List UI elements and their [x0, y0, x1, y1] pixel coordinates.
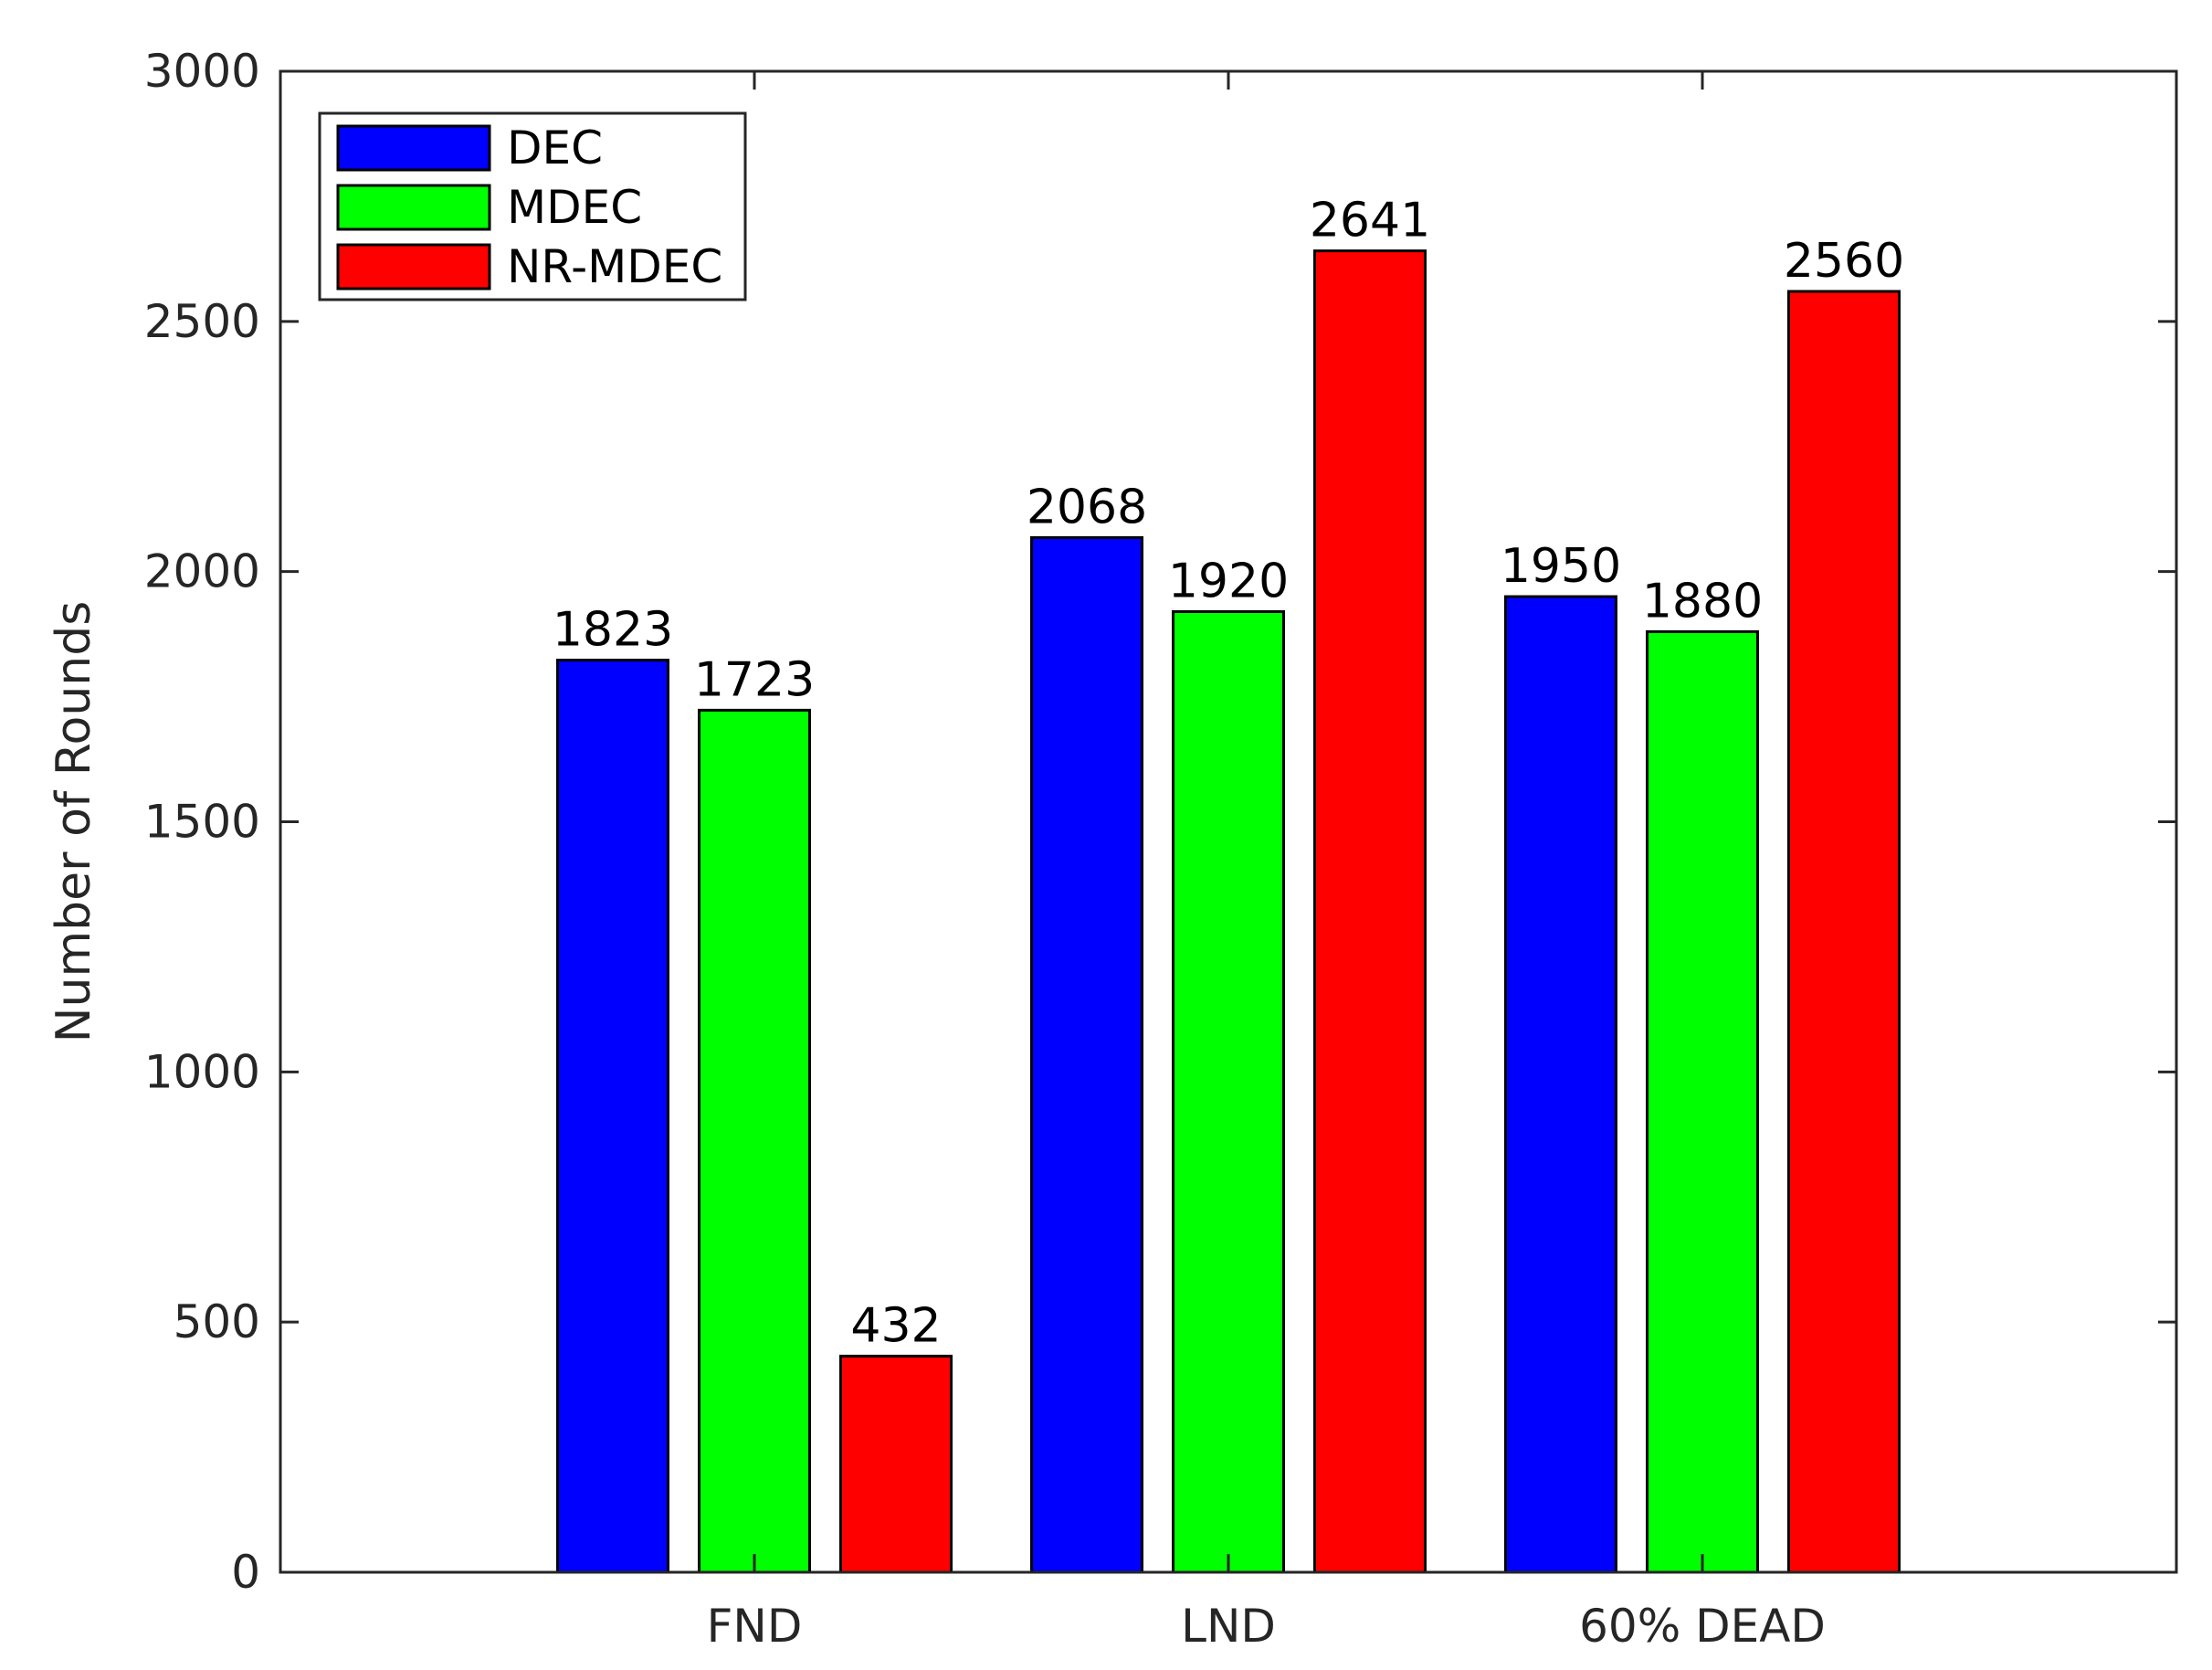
data-label: 2560	[1784, 234, 1904, 289]
legend-label: MDEC	[507, 181, 642, 234]
bar-mdec-0	[698, 708, 811, 1574]
bar-dec-1	[1030, 535, 1143, 1574]
data-label: 1880	[1642, 574, 1763, 629]
legend: DEC MDEC NR-MDEC	[318, 111, 747, 301]
bar-dec-0	[556, 659, 669, 1574]
y-tick-label: 1000	[144, 1045, 260, 1098]
bar-nr-mdec-1	[1313, 249, 1427, 1574]
bar-nr-mdec-2	[1787, 290, 1901, 1574]
x-tick-label: LND	[1181, 1600, 1276, 1653]
data-labels: 1823 1723 432 2068 1920 2641 1950 1880 2560	[553, 194, 1904, 1354]
data-label: 1950	[1501, 539, 1621, 594]
legend-swatch-dec	[336, 124, 491, 172]
legend-label: DEC	[507, 122, 603, 174]
y-tick-label: 500	[174, 1295, 260, 1348]
x-tick-label: FND	[707, 1600, 803, 1653]
bars	[556, 249, 1901, 1574]
data-label: 1823	[553, 603, 673, 658]
legend-swatch-nr-mdec	[336, 243, 491, 291]
bar-mdec-2	[1646, 629, 1759, 1574]
legend-swatch-mdec	[336, 184, 491, 231]
bar-mdec-1	[1172, 609, 1285, 1574]
x-tick-label: 60% DEAD	[1579, 1600, 1826, 1653]
data-label: 2068	[1027, 480, 1147, 534]
y-tick-label: 3000	[144, 45, 260, 98]
y-axis-title: Number of Rounds	[47, 601, 101, 1043]
y-tick-label: 2000	[144, 545, 260, 598]
data-label: 1723	[694, 652, 815, 707]
x-axis-labels: FND LND 60% DEAD	[707, 71, 1826, 1653]
data-label: 432	[850, 1298, 941, 1353]
y-tick-label: 1500	[144, 796, 260, 849]
y-tick-label: 0	[231, 1546, 260, 1599]
data-label: 1920	[1168, 554, 1289, 608]
y-axis-ticks: 0 500 1000 1500 2000 2500 3000	[144, 45, 2176, 1599]
legend-label: NR-MDEC	[507, 240, 722, 293]
y-tick-label: 2500	[144, 295, 260, 348]
bar-dec-2	[1504, 595, 1617, 1574]
bar-nr-mdec-0	[839, 1354, 953, 1574]
data-label: 2641	[1310, 194, 1430, 248]
